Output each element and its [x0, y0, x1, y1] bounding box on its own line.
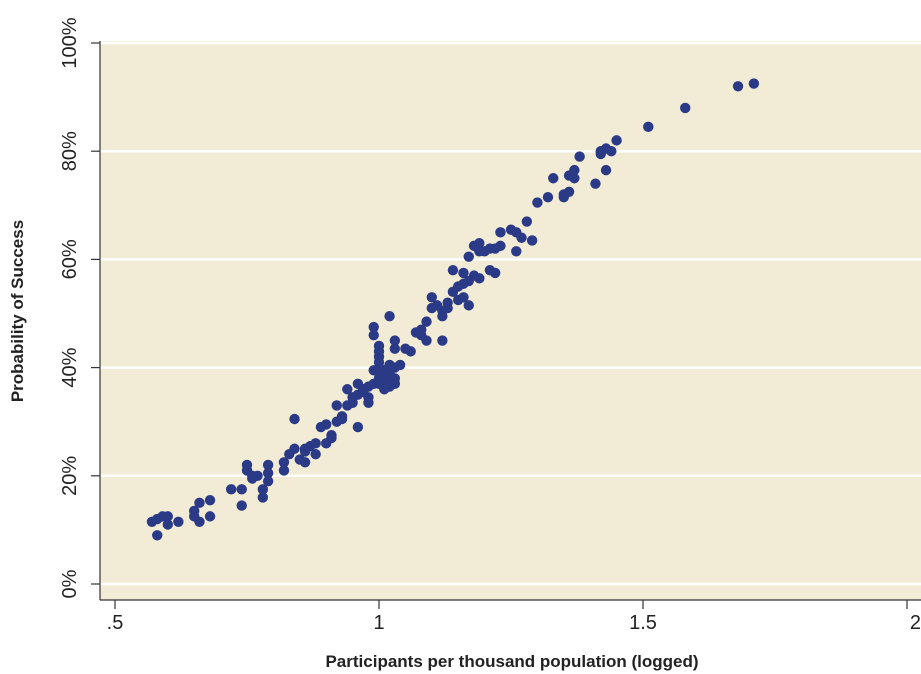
x-tick-label: 1.5 [629, 612, 657, 634]
data-point [389, 373, 401, 384]
data-point [521, 216, 533, 227]
data-point [680, 102, 691, 114]
x-axis: .5 1 1.5 2 [100, 599, 921, 634]
data-point [563, 186, 575, 197]
data-point [421, 335, 432, 346]
data-point [495, 227, 506, 238]
data-point [204, 494, 216, 506]
data-point [373, 340, 385, 352]
data-point [310, 438, 321, 449]
data-point [447, 265, 459, 276]
data-point [326, 432, 337, 444]
data-point [405, 346, 416, 357]
data-point [373, 351, 385, 362]
data-point [336, 413, 348, 425]
y-tick-label: 20% [59, 456, 81, 496]
data-point [600, 164, 612, 176]
x-tick-label: .5 [107, 612, 124, 634]
data-point [532, 197, 543, 208]
data-point [262, 467, 274, 479]
data-point [289, 443, 300, 454]
y-axis: 0% 20% 40% 60% 80% 100% [59, 17, 101, 600]
y-tick-label: 80% [59, 131, 81, 171]
data-point [352, 421, 364, 433]
data-point [331, 400, 342, 411]
data-point [257, 484, 269, 495]
data-point [278, 457, 290, 468]
data-point [194, 516, 205, 527]
data-point [394, 359, 406, 371]
x-tick-label: 1 [373, 612, 384, 634]
data-point [194, 497, 205, 509]
x-tick-label: 2 [910, 612, 921, 634]
data-point [426, 292, 437, 303]
data-point [321, 419, 332, 430]
data-point [748, 78, 760, 89]
data-point [252, 470, 263, 481]
data-point [278, 465, 290, 476]
data-point [363, 397, 374, 408]
data-point [347, 397, 358, 408]
data-point [236, 500, 247, 511]
data-point [474, 237, 485, 249]
data-point [299, 457, 311, 468]
y-tick-label: 0% [59, 569, 81, 598]
data-point [526, 235, 538, 246]
data-point [458, 292, 469, 303]
plot-area [100, 41, 921, 600]
data-point [489, 267, 501, 279]
y-tick-label: 60% [59, 239, 81, 279]
x-axis-title: Participants per thousand population (lo… [325, 652, 698, 671]
data-point [574, 151, 585, 162]
gridlines [100, 41, 921, 586]
data-point [463, 251, 474, 262]
data-point [162, 519, 173, 530]
data-point [495, 240, 506, 252]
data-point [611, 135, 622, 146]
data-point [368, 329, 379, 341]
data-point [511, 246, 522, 257]
data-point [389, 343, 401, 354]
data-point [732, 81, 744, 92]
data-point [437, 335, 448, 346]
data-point [569, 173, 580, 184]
data-point [442, 302, 453, 314]
data-point [225, 484, 237, 495]
data-point [590, 178, 601, 189]
data-point [421, 316, 432, 327]
data-point [368, 321, 379, 333]
data-point [342, 384, 353, 395]
data-points [146, 78, 760, 541]
data-point [643, 121, 654, 133]
y-axis-title: Probability of Success [8, 220, 27, 402]
data-point [152, 530, 163, 541]
data-point [262, 459, 274, 471]
data-point [463, 300, 474, 311]
y-tick-label: 100% [59, 17, 81, 68]
data-point [262, 476, 274, 487]
data-point [569, 164, 580, 176]
data-point [173, 516, 184, 527]
data-point [189, 505, 200, 517]
data-point [204, 511, 216, 522]
data-point [257, 492, 269, 503]
data-point [458, 267, 469, 279]
data-point [516, 232, 527, 243]
data-point [548, 173, 559, 184]
data-point [542, 191, 554, 203]
data-point [162, 511, 173, 522]
data-point [389, 335, 401, 346]
data-point [289, 413, 300, 425]
data-point [236, 484, 247, 495]
y-tick-label: 40% [59, 347, 81, 387]
data-point [384, 311, 395, 322]
data-point [606, 146, 617, 157]
data-point [474, 273, 485, 284]
data-point [310, 448, 321, 460]
